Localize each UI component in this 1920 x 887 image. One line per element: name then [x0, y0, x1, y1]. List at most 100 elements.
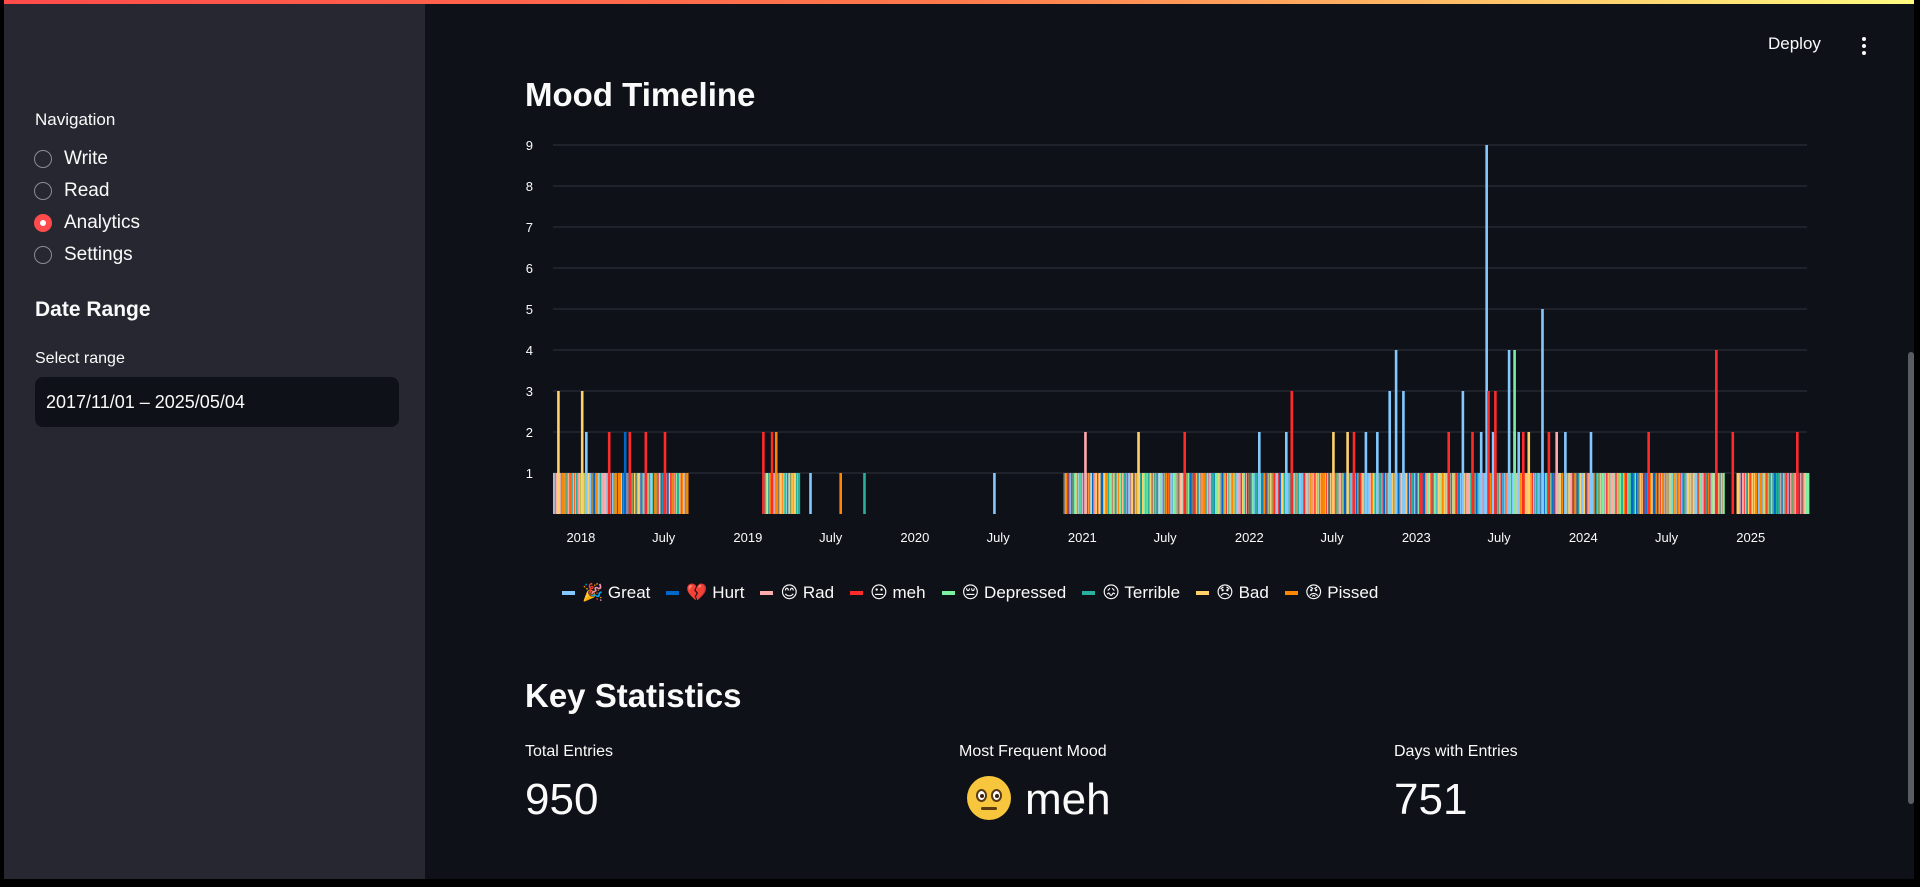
radio-circle-icon[interactable]: [34, 246, 52, 264]
x-tick-label: July: [1488, 530, 1512, 545]
daily-entry-bar: [1362, 473, 1366, 514]
legend-item[interactable]: 😐 meh: [850, 583, 926, 603]
daily-entry-bar: [1624, 473, 1627, 514]
daily-entry-bar: [1063, 473, 1066, 514]
daily-entry-bar: [1550, 473, 1554, 514]
daily-entry-bar: [1149, 473, 1152, 514]
daily-entry-bar: [1740, 473, 1744, 514]
y-tick-label: 4: [526, 343, 533, 358]
daily-entry-bar: [1133, 473, 1136, 514]
legend-swatch: [1082, 591, 1096, 595]
daily-entry-bar: [1504, 473, 1507, 514]
x-tick-label: July: [1321, 530, 1345, 545]
stat-label: Most Frequent Mood: [959, 743, 1107, 760]
daily-entry-bar: [1192, 473, 1195, 514]
stat-label: Total Entries: [525, 743, 614, 760]
x-tick-label: 2022: [1235, 530, 1264, 545]
legend-item[interactable]: 😔 Depressed: [941, 583, 1066, 603]
daily-entry-bar: [784, 473, 787, 514]
daily-entry-bar: [633, 473, 637, 514]
legend-item[interactable]: 🎉 Great: [562, 583, 650, 603]
mood-bar: [1346, 432, 1349, 514]
x-tick-label: July: [819, 530, 843, 545]
daily-entry-bar: [1484, 473, 1487, 514]
nav-radio-read[interactable]: Read: [34, 178, 109, 204]
daily-entry-bar: [1572, 473, 1575, 514]
mood-bar: [580, 391, 584, 514]
radio-circle-icon[interactable]: [34, 182, 52, 200]
daily-entry-bar: [1414, 473, 1417, 514]
kebab-menu-icon[interactable]: [1859, 37, 1869, 57]
daily-entry-bar: [1315, 473, 1319, 514]
mood-bar: [809, 473, 812, 514]
legend-item[interactable]: 😊 Rad: [760, 583, 834, 603]
legend-item[interactable]: 😡 Pissed: [1284, 583, 1378, 603]
daily-entry-bar: [1606, 473, 1609, 514]
legend-item[interactable]: 💔 Hurt: [666, 583, 744, 603]
daily-entry-bar: [1382, 473, 1385, 514]
main-scrollbar[interactable]: [1908, 352, 1914, 804]
nav-radio-settings[interactable]: Settings: [34, 242, 133, 268]
mood-bar: [1109, 473, 1112, 514]
daily-entry-bar: [1537, 473, 1540, 514]
daily-entry-bar: [612, 473, 615, 514]
mood-bar: [628, 432, 632, 514]
daily-entry-bar: [1213, 473, 1216, 514]
daily-entry-bar: [1785, 473, 1789, 514]
daily-entry-bar: [575, 473, 579, 514]
daily-entry-bar: [1078, 473, 1081, 514]
radio-circle-icon[interactable]: [34, 150, 52, 168]
daily-entry-bar: [640, 473, 643, 514]
legend-item[interactable]: 😞 Bad: [1196, 583, 1269, 603]
daily-entry-bar: [1752, 473, 1755, 514]
daily-entry-bar: [1650, 473, 1654, 514]
daily-entry-bar: [618, 473, 621, 514]
daily-entry-bar: [1237, 473, 1240, 514]
daily-entry-bar: [1170, 473, 1174, 514]
daily-entry-bar: [1335, 473, 1338, 514]
daily-entry-bar: [1553, 473, 1556, 514]
daily-entry-bar: [1175, 473, 1178, 514]
x-tick-label: July: [652, 530, 676, 545]
radio-selected-icon[interactable]: [34, 214, 52, 232]
daily-entry-bar: [1478, 473, 1481, 514]
daily-entry-bar: [1781, 473, 1784, 514]
daily-entry-bar: [780, 473, 784, 514]
daily-entry-bar: [589, 473, 592, 514]
daily-entry-bar: [684, 473, 688, 514]
daily-entry-bar: [1762, 473, 1766, 514]
daily-entry-bar: [1226, 473, 1230, 514]
date-range-input[interactable]: 2017/11/01 – 2025/05/04: [35, 377, 399, 427]
daily-entry-bar: [1176, 473, 1179, 514]
nav-radio-write[interactable]: Write: [34, 146, 108, 172]
daily-entry-bar: [595, 473, 598, 514]
daily-entry-bar: [1594, 473, 1598, 514]
daily-entry-bar: [1798, 473, 1802, 514]
daily-entry-bar: [1668, 473, 1671, 514]
nav-radio-analytics[interactable]: Analytics: [34, 210, 140, 236]
daily-entry-bar: [1593, 473, 1596, 514]
mood-bar: [644, 432, 648, 514]
daily-entry-bar: [1241, 473, 1245, 514]
deploy-button[interactable]: Deploy: [1768, 34, 1821, 53]
daily-entry-bar: [1639, 473, 1642, 514]
daily-entry-bar: [1398, 473, 1402, 514]
daily-entry-bar: [1561, 473, 1565, 514]
mood-bar: [762, 432, 765, 514]
daily-entry-bar: [1219, 473, 1222, 514]
x-tick-label: July: [987, 530, 1011, 545]
mood-bar: [1471, 432, 1474, 514]
mood-bar: [993, 473, 996, 514]
daily-entry-bar: [1596, 473, 1599, 514]
daily-entry-bar: [601, 473, 604, 514]
daily-entry-bar: [1355, 473, 1359, 514]
daily-entry-bar: [555, 473, 559, 514]
daily-entry-bar: [1617, 473, 1620, 514]
mood-bar: [1736, 473, 1740, 514]
daily-entry-bar: [1415, 473, 1418, 514]
daily-entry-bar: [783, 473, 786, 514]
mood-bar: [1422, 473, 1426, 514]
legend-item[interactable]: 😖 Terrible: [1082, 583, 1180, 603]
daily-entry-bar: [1477, 473, 1480, 514]
y-tick-label: 3: [526, 384, 533, 399]
